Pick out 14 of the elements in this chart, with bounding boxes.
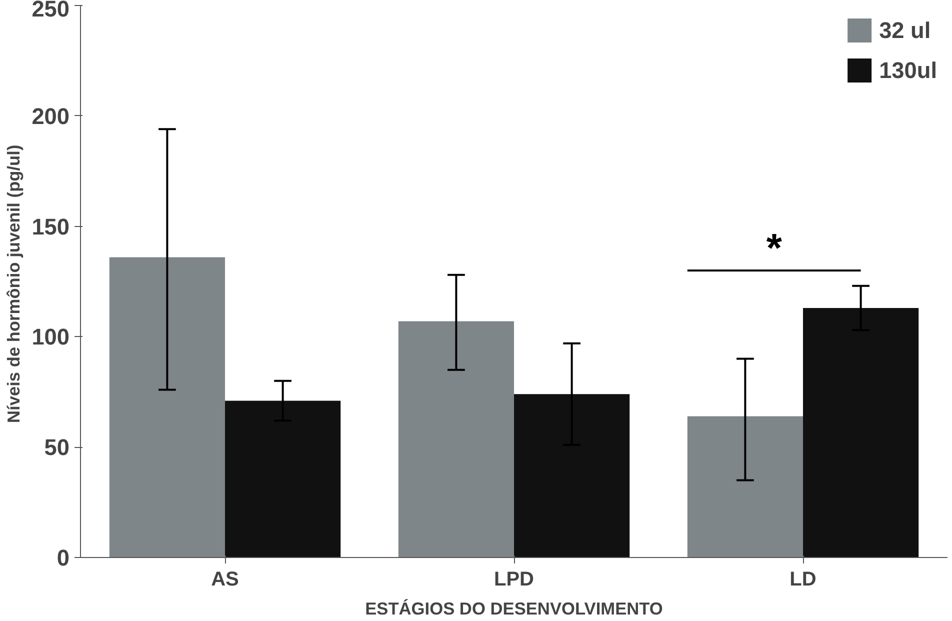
y-tick-label: 0	[56, 544, 70, 570]
y-tick-label: 200	[32, 102, 70, 129]
y-tick-label: 150	[32, 213, 70, 240]
x-tick-label: LPD	[494, 568, 534, 590]
legend-label: 32 ul	[879, 16, 931, 44]
x-tick-label: LD	[790, 568, 816, 590]
x-axis-title: ESTÁGIOS DO DESENVOLVIMENTO	[365, 598, 663, 618]
y-axis-title: Níveis de hormônio juvenil (pg/ul)	[4, 144, 24, 424]
y-tick-label: 50	[44, 434, 70, 460]
y-tick-label: 100	[32, 324, 70, 350]
x-tick-label: AS	[211, 568, 239, 590]
legend-label: 130ul	[879, 56, 937, 84]
y-tick-label: 250	[32, 0, 70, 22]
annotation: *	[766, 226, 782, 270]
